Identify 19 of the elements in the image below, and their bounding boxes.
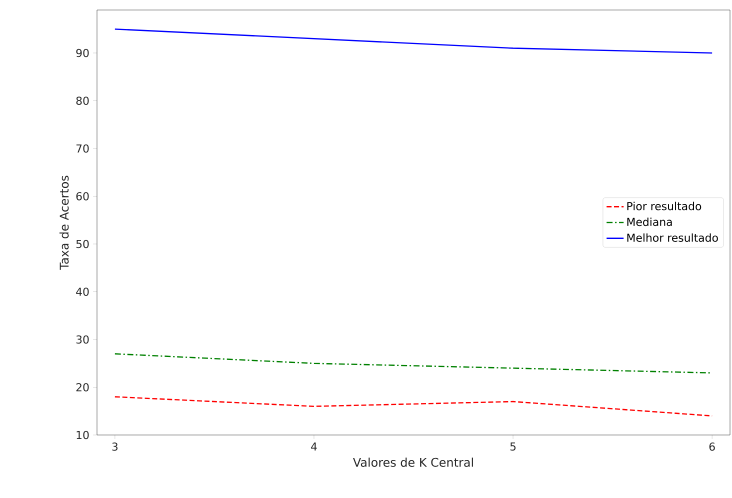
y-tick-label: 90 xyxy=(76,48,89,58)
line-series xyxy=(114,353,713,374)
legend-label: Mediana xyxy=(627,218,672,226)
x-tick-label: 5 xyxy=(510,442,516,451)
legend-label: Melhor resultado xyxy=(627,233,718,242)
y-tick-label: 70 xyxy=(76,144,89,153)
x-tick-label: 3 xyxy=(112,442,118,451)
x-axis-title: Valores de K Central xyxy=(353,458,473,467)
y-tick-label: 40 xyxy=(76,288,89,296)
y-axis-title: Taxa de Acertos xyxy=(59,176,69,270)
x-tick-label: 6 xyxy=(709,442,715,451)
y-tick-label: 50 xyxy=(76,240,89,248)
y-tick-label: 20 xyxy=(76,383,89,392)
x-tick-label: 4 xyxy=(311,442,317,450)
y-tick-label: 80 xyxy=(76,96,89,105)
y-tick-label: 60 xyxy=(76,192,89,200)
legend-label: Pior resultado xyxy=(627,202,702,210)
y-tick-label: 10 xyxy=(76,430,89,440)
y-tick-label: 30 xyxy=(76,335,89,344)
